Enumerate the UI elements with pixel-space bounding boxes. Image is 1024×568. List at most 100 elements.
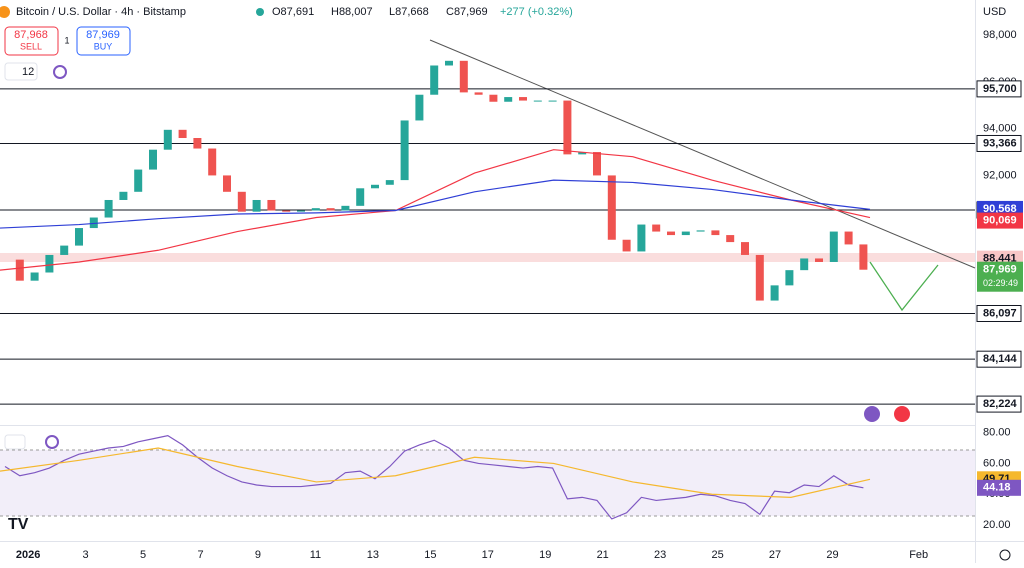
candle-body xyxy=(474,92,483,95)
candle-body xyxy=(652,224,661,232)
time-border xyxy=(0,541,1024,542)
sell-button[interactable] xyxy=(4,26,59,56)
date-tick: 5 xyxy=(140,549,146,561)
candle-body xyxy=(415,94,424,121)
settings-icon[interactable] xyxy=(999,549,1011,561)
candle-body xyxy=(637,224,646,252)
candle-body xyxy=(519,97,527,101)
level-label: 82,224 xyxy=(983,398,1018,410)
candle-body xyxy=(533,100,542,102)
candle-body xyxy=(356,188,365,206)
candle-body xyxy=(208,148,217,176)
date-tick: 23 xyxy=(654,549,666,561)
candle-body xyxy=(563,100,572,155)
rsi-tick: 20.00 xyxy=(983,519,1011,531)
candle-body xyxy=(163,129,172,150)
level-badge xyxy=(976,80,1022,98)
candle-body xyxy=(815,258,823,262)
ohlc-change: +277 (+0.32%) xyxy=(500,6,573,18)
date-tick: 9 xyxy=(255,549,261,561)
zone xyxy=(0,253,975,262)
candle-body xyxy=(607,175,616,240)
candle-body xyxy=(504,97,513,102)
candle-body xyxy=(15,259,24,281)
price-badge xyxy=(977,261,1023,292)
ohlc-close: C87,969 xyxy=(446,6,488,18)
candle-body xyxy=(755,254,764,301)
buy-label: BUY xyxy=(94,41,113,51)
price-tick: 98,000 xyxy=(983,29,1017,41)
date-tick: Feb xyxy=(909,549,928,561)
candle-body xyxy=(341,205,350,211)
rsi-icon[interactable] xyxy=(45,435,59,449)
candle-body xyxy=(859,244,868,270)
level-label: 86,097 xyxy=(983,307,1017,319)
price-badge-label: 87,969 xyxy=(983,264,1017,276)
rsi-tick: 80.00 xyxy=(983,426,1011,438)
currency[interactable]: USD xyxy=(983,6,1006,18)
symbol-title: Bitcoin / U.S. Dollar · 4h · Bitstamp xyxy=(16,6,186,18)
sell-price: 87,968 xyxy=(14,29,48,41)
date-tick: 7 xyxy=(197,549,203,561)
date-tick: 11 xyxy=(310,549,321,561)
price-badge xyxy=(977,212,1023,229)
candle-body xyxy=(45,254,54,273)
candle-body xyxy=(237,191,246,212)
level-badge xyxy=(976,134,1022,152)
date-tick: 2026 xyxy=(16,549,40,561)
candle-body xyxy=(696,230,705,232)
candle-body xyxy=(445,60,453,66)
spread: 1 xyxy=(64,35,69,45)
date-tick: 21 xyxy=(597,549,609,561)
date-tick: 17 xyxy=(482,549,494,561)
candle-body xyxy=(770,285,779,301)
logo: TV xyxy=(8,516,29,533)
candle-body xyxy=(548,100,557,102)
candle-body xyxy=(282,210,291,212)
price-badge-label: 90,069 xyxy=(983,214,1017,226)
pane-border xyxy=(0,425,975,426)
ma-blue xyxy=(0,179,871,229)
candle-body xyxy=(400,120,409,181)
rsi-line xyxy=(4,435,864,520)
candle-body xyxy=(667,231,675,236)
candle-body xyxy=(489,94,498,102)
candle-body xyxy=(430,65,439,95)
date-tick: 25 xyxy=(711,549,723,561)
candle-body xyxy=(829,231,838,262)
rsi-collapse[interactable] xyxy=(4,434,26,450)
price-badge-label: 88,441 xyxy=(983,253,1017,265)
candle-body xyxy=(193,138,202,149)
event-icon[interactable] xyxy=(864,406,880,422)
candle-body xyxy=(223,175,231,192)
rsi-ma xyxy=(0,447,871,498)
date-tick: 27 xyxy=(769,549,781,561)
candle-body xyxy=(149,149,157,170)
ohlc-high: H88,007 xyxy=(331,6,373,18)
candle-body xyxy=(60,245,69,255)
candle-body xyxy=(800,258,809,271)
ohlc-open: O87,691 xyxy=(272,6,314,18)
flag-icon[interactable] xyxy=(894,406,910,422)
sync-icon[interactable] xyxy=(53,65,67,79)
date-tick: 13 xyxy=(367,549,379,561)
candle-body xyxy=(30,272,39,281)
candle-body xyxy=(267,199,276,211)
candle-body xyxy=(326,208,335,211)
interval-button[interactable] xyxy=(4,62,38,81)
ma-red xyxy=(0,149,871,271)
candle-body xyxy=(385,180,394,185)
buy-button[interactable] xyxy=(76,26,131,56)
level-badge xyxy=(976,395,1022,413)
candle-body xyxy=(297,210,305,212)
candle-body xyxy=(104,199,113,218)
sell-label: SELL xyxy=(20,41,42,51)
projection-arrow xyxy=(869,261,939,312)
trendline xyxy=(429,39,976,269)
candle-body xyxy=(252,199,261,212)
rsi-badge xyxy=(977,479,1021,496)
candle-body xyxy=(311,208,320,211)
rsi-badge-label: 44.18 xyxy=(983,482,1011,494)
price-tick: 94,000 xyxy=(983,123,1017,135)
